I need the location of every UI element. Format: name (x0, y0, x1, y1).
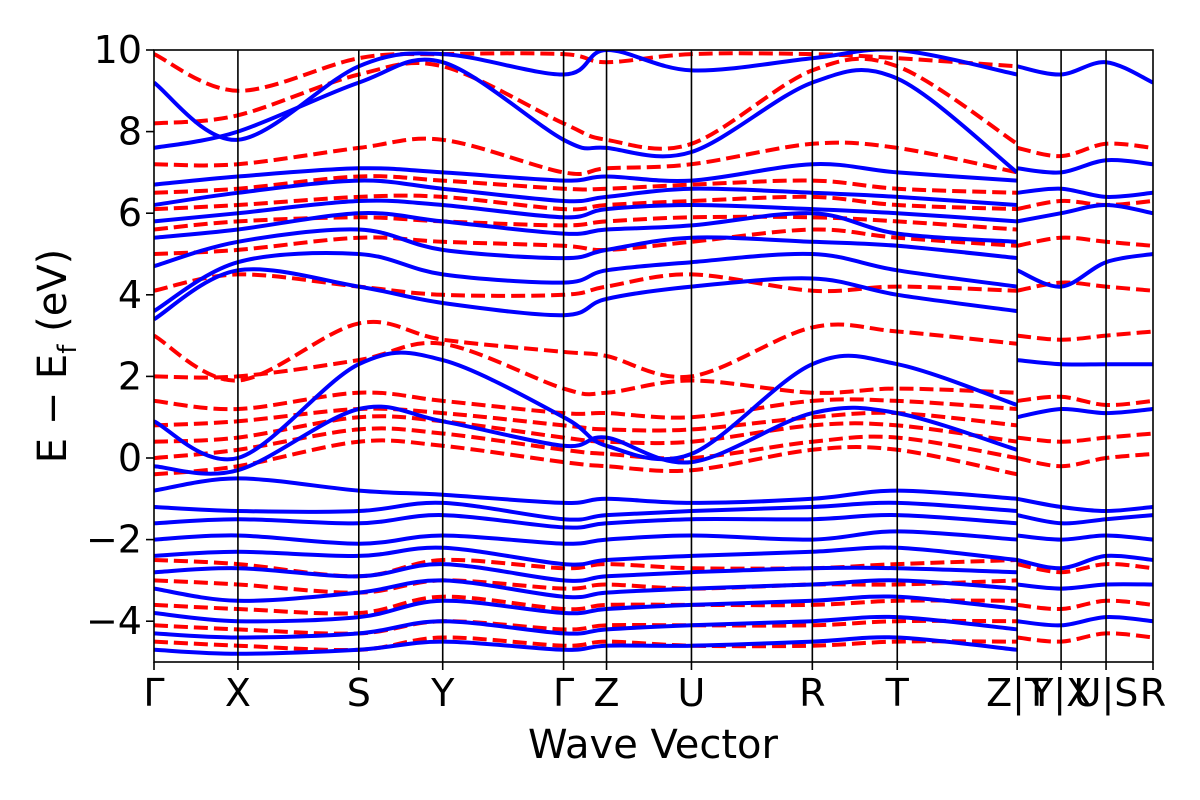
plot-frame (153, 49, 1154, 663)
solid-band-line (1016, 553, 1153, 571)
y-axis-title-subscript: f (53, 344, 83, 354)
solid-band-line (154, 500, 1018, 522)
dashed-band-line (154, 227, 1018, 256)
solid-band-line (154, 513, 1018, 530)
dashed-band-line (154, 193, 1018, 212)
solid-band-line (154, 529, 1018, 546)
dashed-band-line (154, 214, 1018, 232)
y-tick-label: −4 (86, 599, 142, 643)
dashed-band-line (154, 56, 1019, 151)
y-axis-title-main: E − E (30, 354, 76, 464)
dashed-band-line (1016, 280, 1153, 293)
dashed-band-line (1016, 394, 1153, 408)
x-tick-label: R (799, 671, 825, 715)
dashed-band-line (154, 438, 1018, 477)
x-axis-title: Wave Vector (528, 722, 779, 768)
y-tick-label: 6 (118, 191, 142, 235)
solid-band-line (1016, 157, 1153, 175)
dashed-band-line (154, 340, 1018, 397)
y-tick-label: 0 (118, 436, 142, 480)
solid-band-line (1016, 533, 1153, 542)
dashed-band-line (1016, 329, 1153, 342)
solid-band-line (1016, 615, 1153, 628)
x-tick-label: Z|T (986, 671, 1049, 716)
solid-band-line (154, 227, 1018, 269)
solid-band-line (154, 404, 1018, 476)
solid-band-line (1016, 203, 1153, 224)
solid-band-line (154, 50, 1018, 142)
x-tick-label: Z (594, 671, 620, 715)
x-tick-label: Γ (143, 671, 164, 715)
x-tick-label: Y|X (1029, 671, 1092, 716)
solid-band-line (154, 162, 1018, 187)
dashed-band-line (154, 320, 1018, 383)
solid-band-line (154, 578, 1018, 603)
x-tick-label: U (678, 671, 706, 715)
dashed-band-line (1016, 598, 1153, 612)
dashed-band-line (1016, 431, 1153, 444)
y-tick-label: 4 (118, 273, 142, 317)
y-tick-label: 8 (118, 110, 142, 154)
solid-band-line (1016, 252, 1153, 289)
x-ticks: Γ X S Y Γ Z U R T Z|TY|XU|S R (143, 662, 1166, 716)
solid-band-line (154, 614, 1018, 640)
y-tick-label: 2 (118, 354, 142, 398)
x-tick-label: S (347, 671, 371, 715)
bands-layer (154, 50, 1153, 656)
dashed-band-line (1016, 631, 1153, 644)
dashed-band-line (1016, 235, 1153, 248)
solid-band-line (1016, 582, 1153, 591)
solid-band-line (154, 562, 1018, 583)
dashed-band-line (154, 272, 1018, 298)
dashed-band-line (154, 635, 1018, 653)
solid-band-line (154, 635, 1018, 656)
solid-band-line (1016, 406, 1153, 420)
solid-band-line (154, 594, 1018, 624)
dashed-band-line (154, 136, 1018, 176)
solid-band-line (154, 178, 1018, 207)
dashed-band-line (1016, 141, 1153, 159)
solid-band-line (154, 545, 1018, 567)
dashed-band-line (1016, 198, 1153, 212)
solid-band-line (1016, 358, 1153, 367)
y-ticks: −4 −2 0 2 4 6 8 10 (86, 28, 154, 643)
kpoint-lines (237, 50, 1107, 662)
dashed-band-line (154, 578, 1018, 595)
dashed-band-line (154, 174, 1018, 195)
dashed-band-line (1016, 562, 1153, 575)
dashed-band-line (154, 594, 1018, 616)
solid-band-line (1016, 513, 1153, 526)
solid-band-line (1016, 60, 1153, 85)
solid-band-line (154, 267, 1018, 322)
x-tick-label: U|S (1074, 671, 1139, 716)
dashed-band-line (154, 618, 1018, 636)
dashed-band-line (154, 390, 1018, 420)
dashed-band-line (154, 51, 1018, 93)
solid-band-line (1016, 186, 1153, 199)
x-tick-label: T (885, 671, 910, 715)
x-tick-label: Y (430, 671, 455, 715)
y-axis-title-unit: (eV) (30, 249, 76, 345)
solid-band-line (154, 350, 1018, 462)
y-tick-label: 10 (94, 28, 142, 72)
x-tick-label: R (1140, 671, 1166, 715)
solid-band-line (1016, 496, 1153, 513)
solid-band-line (154, 476, 1018, 505)
dashed-band-line (1016, 451, 1153, 469)
solid-band-line (154, 251, 1018, 313)
solid-band-line (154, 198, 1018, 224)
x-tick-label: Γ (553, 671, 574, 715)
x-tick-label: X (225, 671, 251, 715)
y-tick-label: −2 (86, 518, 142, 562)
dashed-band-line (154, 414, 1018, 446)
y-axis-title: E − Ef (eV) (30, 249, 83, 464)
solid-band-line (154, 210, 1018, 244)
